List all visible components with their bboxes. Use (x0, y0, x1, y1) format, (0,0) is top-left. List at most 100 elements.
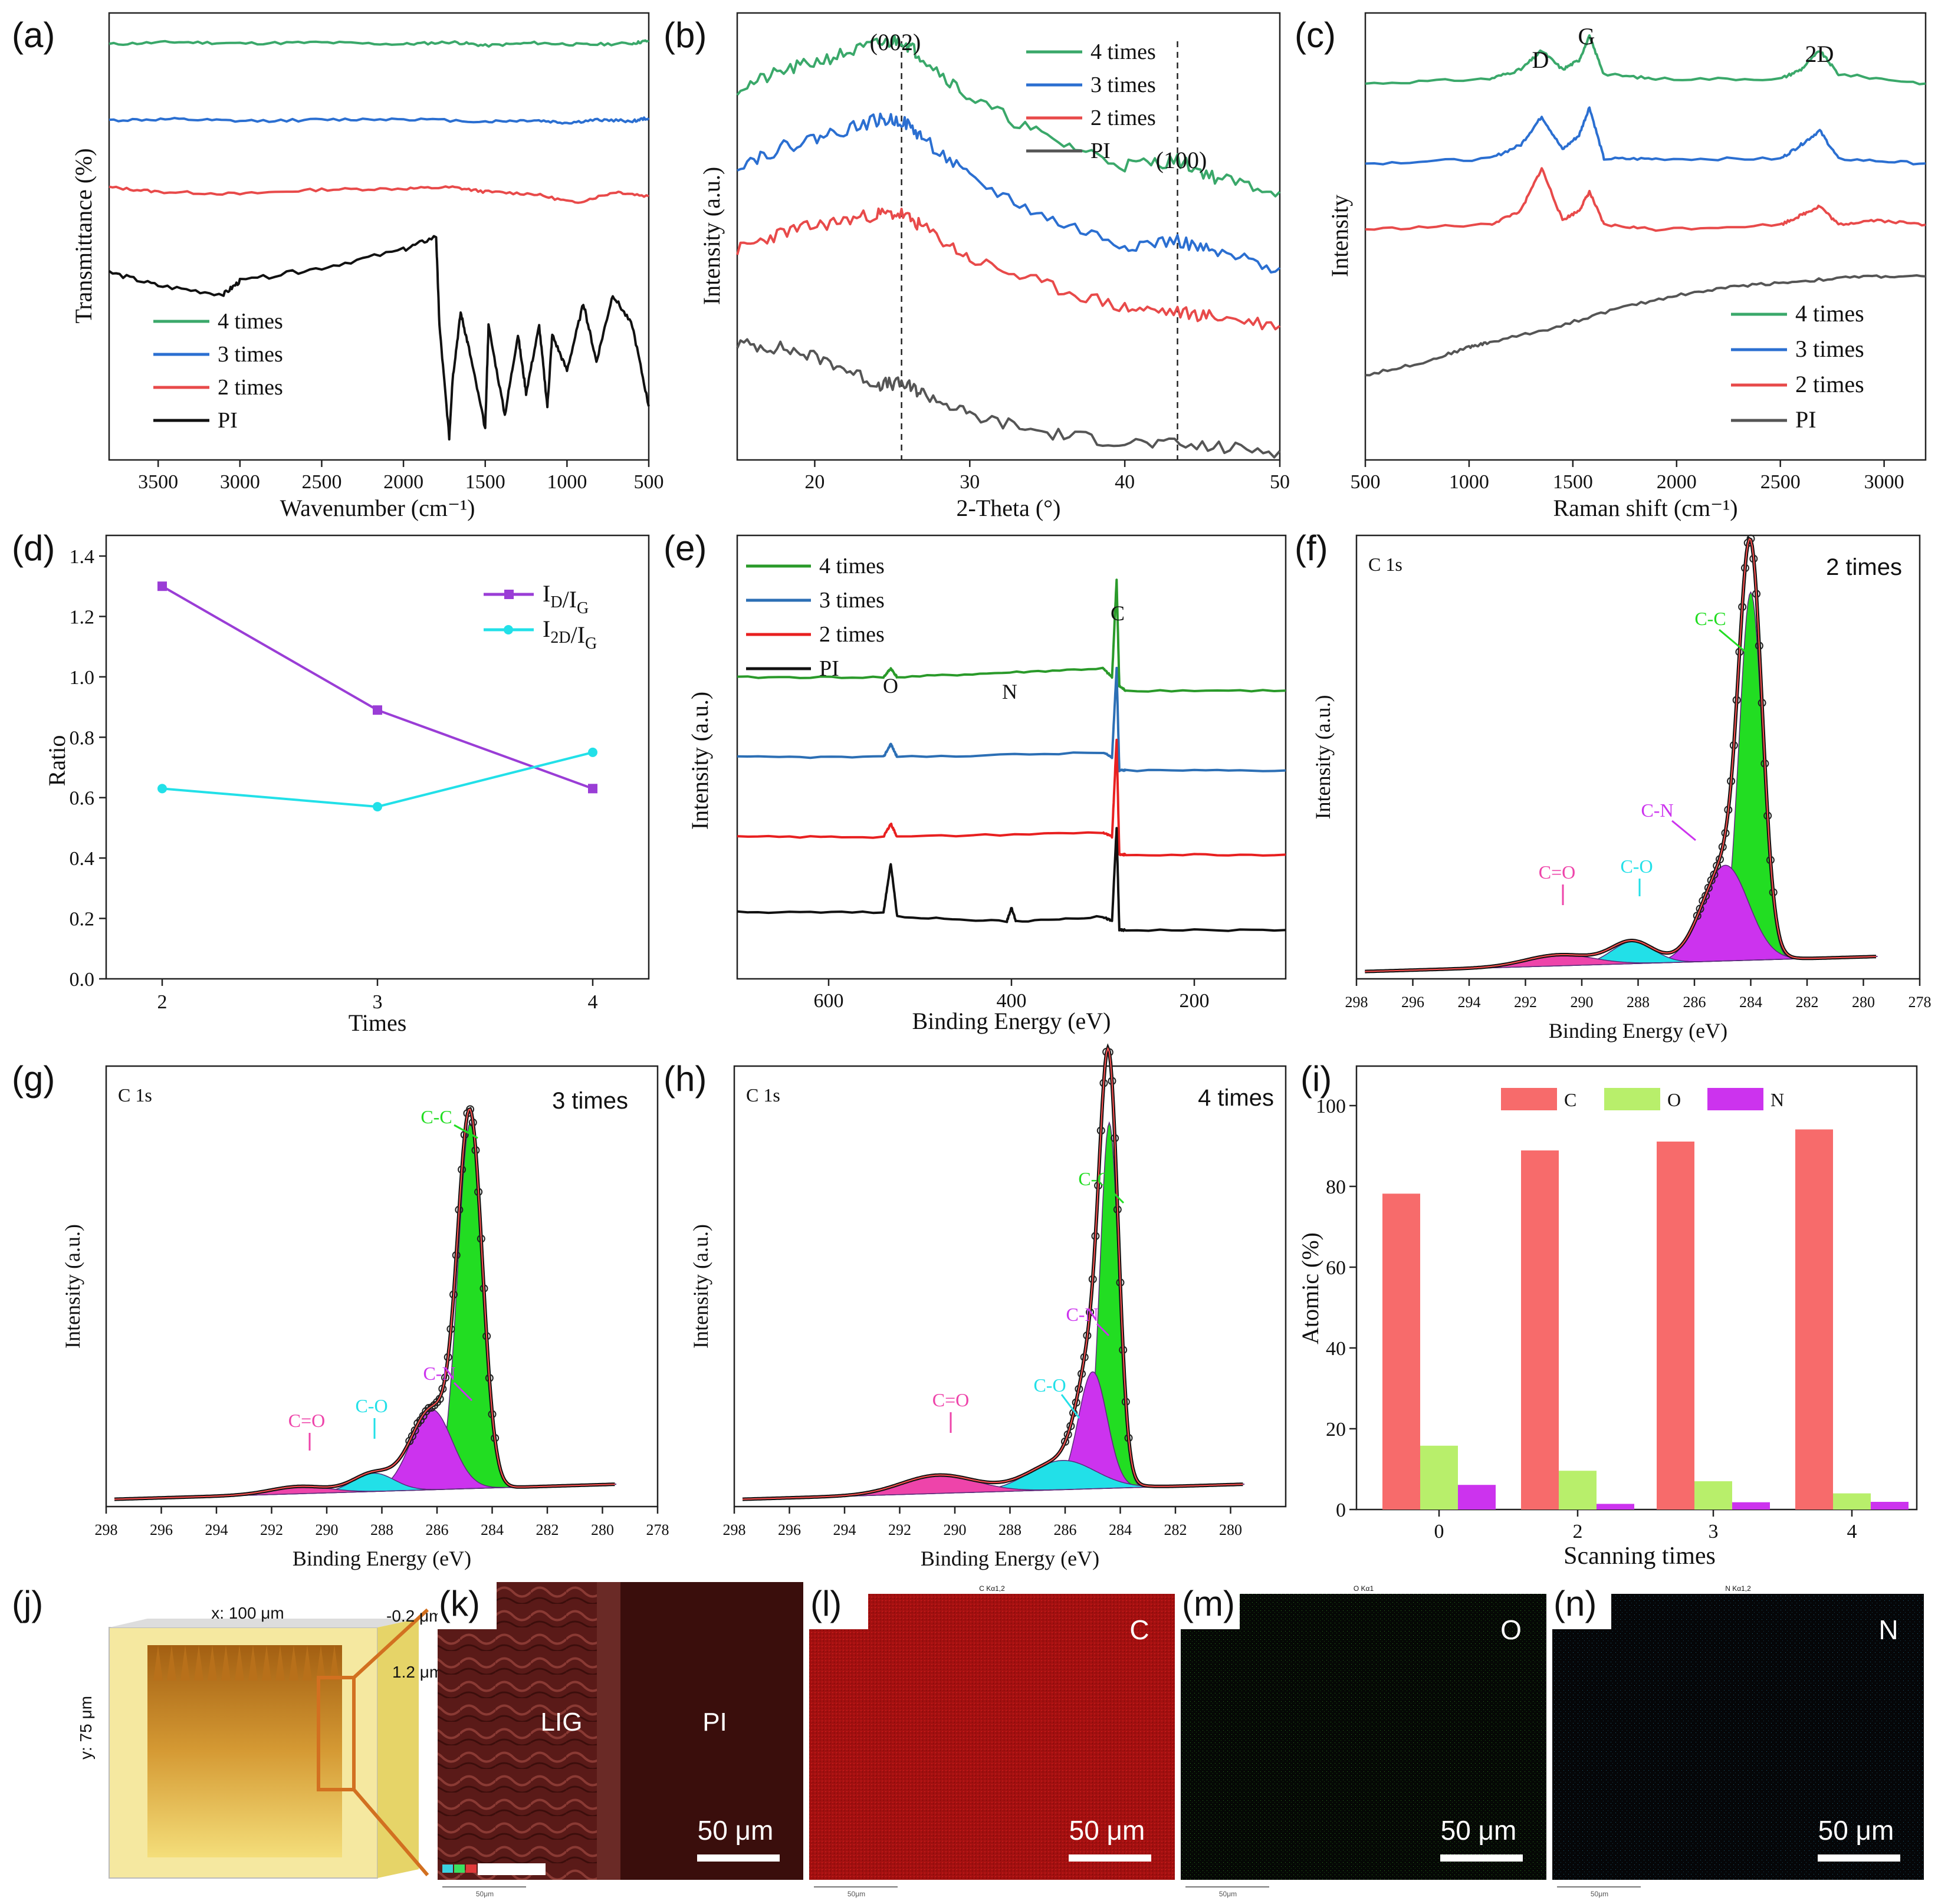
legend-label: O (1667, 1089, 1681, 1110)
fit-component (1365, 591, 1878, 972)
data-point (1710, 870, 1719, 879)
bar (1871, 1501, 1909, 1510)
x-tick-label: 296 (778, 1521, 801, 1538)
fit-envelope (1365, 538, 1876, 972)
bar (1597, 1504, 1634, 1510)
x-tick-label: 292 (1514, 994, 1537, 1011)
axis-extent-label: -0.2 μm (386, 1607, 442, 1625)
panel-label: (n) (1553, 1584, 1597, 1623)
scale-bar (1818, 1854, 1900, 1862)
bar (1833, 1493, 1871, 1510)
x-tick-label: 288 (370, 1521, 393, 1538)
component-label: C=O (932, 1389, 970, 1410)
y-axis-title: Atomic (%) (1297, 1232, 1323, 1344)
afm-peak (153, 1645, 163, 1681)
x-tick-label: 286 (1683, 994, 1706, 1011)
component-label: C-C (1694, 608, 1726, 629)
x-axis-title: Times (349, 1009, 407, 1036)
y-tick-label: 100 (1316, 1096, 1346, 1117)
scale-bar-label: 50 μm (1069, 1815, 1145, 1846)
x-tick-label: 292 (888, 1521, 911, 1538)
y-tick-label: 0.8 (70, 727, 95, 749)
plot-frame (105, 1065, 659, 1508)
map-header-bar (868, 1582, 1175, 1594)
x-tick-label: 2500 (1760, 471, 1801, 493)
afm-side-face (377, 1619, 419, 1878)
x-tick-label: 3000 (220, 471, 260, 493)
y-axis-title: Ratio (44, 735, 70, 787)
xrd-line (736, 35, 1281, 198)
data-point (373, 802, 382, 812)
data-point (410, 1426, 419, 1435)
legend-label: 3 times (1795, 336, 1864, 362)
x-tick-label: 278 (646, 1521, 669, 1538)
measured-data (742, 1043, 1243, 1501)
measured-data (1365, 536, 1876, 974)
panel-label: (m) (1182, 1584, 1235, 1623)
x-tick-label: 3 (1709, 1521, 1719, 1543)
component-label: C-O (355, 1395, 387, 1416)
zoom-box (317, 1676, 356, 1791)
x-tick-label: 0 (1434, 1521, 1444, 1543)
legend-label: 3 times (819, 588, 885, 613)
legend-label: 2 times (218, 375, 283, 400)
component-arrow (1060, 1394, 1080, 1419)
legend-label: 2 times (1795, 371, 1864, 397)
y-tick-label: 0 (1336, 1499, 1346, 1521)
fit-envelope (114, 1108, 615, 1500)
legend-label: ID/IG (543, 580, 589, 617)
y-tick-label: 1.2 (70, 606, 95, 628)
component-arrow (453, 1382, 473, 1402)
plot-frame (736, 12, 1281, 461)
x-tick-label: 1000 (547, 471, 587, 493)
axis-extent-label: x: 100 μm (211, 1604, 284, 1622)
data-point (373, 705, 382, 715)
x-tick-label: 50 (1270, 471, 1290, 493)
legend-label: PI (1795, 406, 1817, 433)
bar (1694, 1481, 1732, 1510)
scale-bar (1069, 1854, 1151, 1862)
color-chip (466, 1864, 477, 1873)
x-tick-label: 288 (998, 1521, 1021, 1538)
x-tick-label: 298 (95, 1521, 118, 1538)
scale-bar-label: 50 μm (1818, 1815, 1894, 1846)
zoom-line (352, 1788, 429, 1876)
data-point (1063, 1430, 1072, 1439)
eds-map-oxygen (1181, 1582, 1546, 1880)
legend-label: 4 times (1795, 300, 1864, 327)
y-tick-label: 40 (1326, 1338, 1346, 1360)
region-label: LIG (541, 1708, 583, 1737)
peak-label: D (1532, 47, 1549, 73)
data-point (157, 784, 167, 794)
y-axis-title: Transmittance (%) (70, 148, 97, 323)
bar (1458, 1485, 1496, 1510)
legend-label: 4 times (218, 309, 283, 334)
map-header: C Kα1,2 (979, 1584, 1005, 1593)
y-tick-label: 80 (1326, 1176, 1346, 1198)
mini-scale-label: 50μm (1219, 1890, 1237, 1898)
spectrum-line (109, 185, 649, 204)
panel-label: (l) (810, 1584, 842, 1623)
x-tick-label: 284 (1109, 1521, 1132, 1538)
x-tick-label: 296 (150, 1521, 173, 1538)
data-point (416, 1416, 425, 1425)
x-tick-label: 282 (1796, 994, 1819, 1011)
x-tick-label: 282 (536, 1521, 559, 1538)
raman-line (1365, 167, 1926, 232)
x-tick-label: 288 (1627, 994, 1650, 1011)
y-tick-label: 1.0 (70, 667, 95, 689)
x-tick-label: 284 (1739, 994, 1762, 1011)
peak-label: N (1002, 680, 1017, 703)
x-tick-label: 2000 (383, 471, 423, 493)
bar (1795, 1129, 1833, 1510)
plot-frame (1355, 1065, 1918, 1511)
label-box (809, 1582, 868, 1629)
x-tick-label: 290 (944, 1521, 967, 1538)
data-point (1696, 905, 1704, 913)
element-label: C (1129, 1614, 1149, 1645)
x-tick-label: 290 (1571, 994, 1594, 1011)
y-tick-label: 1.4 (70, 546, 95, 568)
measured-data (114, 1107, 615, 1501)
fit-component (114, 1122, 616, 1500)
